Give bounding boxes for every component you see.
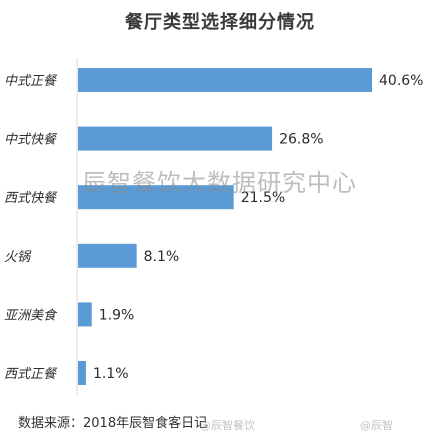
category-label: 西式快餐 — [4, 191, 58, 206]
data-label: 1.9% — [99, 307, 135, 323]
weibo-watermark-2: @辰智 — [360, 419, 393, 432]
bar — [78, 361, 86, 385]
bar — [78, 243, 137, 268]
source-note: 数据来源：2018年辰智食客日记 — [18, 416, 208, 431]
data-label: 8.1% — [144, 249, 180, 265]
chart-title: 餐厅类型选择细分情况 — [125, 12, 315, 33]
category-label: 中式快餐 — [4, 133, 58, 148]
data-label: 40.6% — [379, 73, 423, 89]
category-label: 火锅 — [4, 250, 32, 265]
category-label: 亚洲美食 — [4, 307, 58, 323]
bar — [78, 126, 273, 151]
watermark-text: 辰智餐饮大数据研究中心 — [82, 169, 357, 197]
data-label: 26.8% — [279, 132, 323, 148]
category-label: 中式正餐 — [4, 74, 58, 89]
weibo-watermark: @辰智餐饮 — [200, 419, 255, 432]
category-label: 西式正餐 — [4, 367, 58, 382]
bar — [78, 185, 234, 210]
data-label: 1.1% — [93, 366, 129, 382]
bar — [78, 68, 372, 92]
bar — [78, 302, 92, 327]
data-label: 21.5% — [241, 190, 285, 206]
